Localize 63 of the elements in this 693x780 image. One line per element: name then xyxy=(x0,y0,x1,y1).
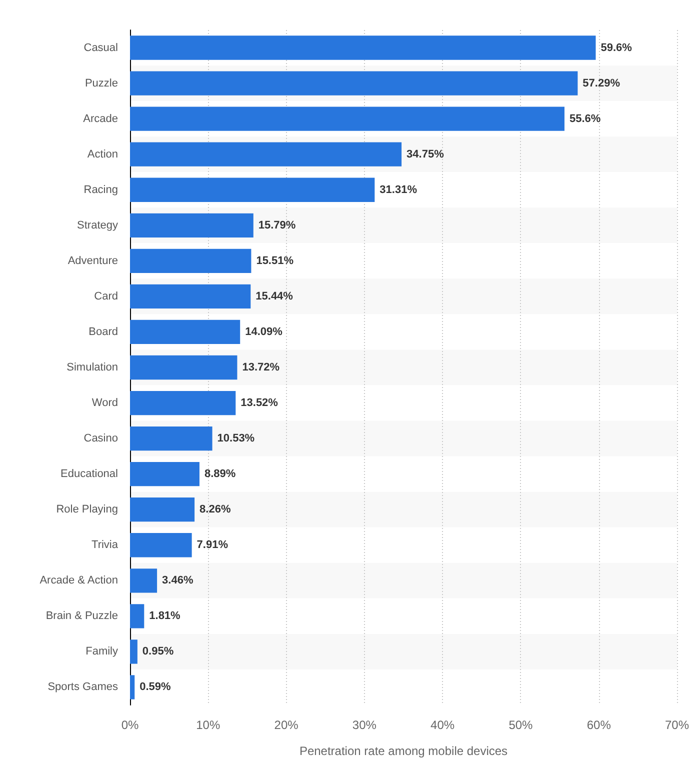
data-label: 8.26% xyxy=(200,504,231,516)
x-tick-label: 20% xyxy=(274,718,299,732)
y-tick-label: Trivia xyxy=(92,539,119,552)
x-tick-label: 40% xyxy=(430,718,455,732)
bar xyxy=(130,426,212,451)
data-label: 34.75% xyxy=(406,148,444,160)
bar xyxy=(130,568,158,593)
y-tick-label: Action xyxy=(87,148,118,160)
x-tick-label: 30% xyxy=(352,718,377,732)
bar xyxy=(130,640,138,664)
data-label: 59.6% xyxy=(600,42,632,54)
x-tick-label: 70% xyxy=(664,718,690,732)
y-tick-label: Strategy xyxy=(77,219,118,232)
data-label: 0.95% xyxy=(142,646,174,658)
bar xyxy=(130,142,402,166)
data-label: 15.44% xyxy=(256,290,294,302)
x-tick-label: 0% xyxy=(121,718,139,732)
x-axis-title: Penetration rate among mobile devices xyxy=(299,744,508,758)
bar xyxy=(130,178,375,202)
bar xyxy=(130,498,195,522)
y-tick-label: Adventure xyxy=(68,254,118,267)
y-tick-label: Puzzle xyxy=(84,77,118,90)
x-tick-label: 10% xyxy=(196,718,220,732)
bar xyxy=(130,320,240,344)
data-label: 7.91% xyxy=(196,539,228,552)
x-tick-label: 60% xyxy=(586,718,612,732)
bar xyxy=(130,533,192,558)
bar xyxy=(130,462,200,486)
y-tick-label: Role Playing xyxy=(56,504,118,516)
y-tick-label: Casual xyxy=(84,42,118,54)
y-tick-label: Board xyxy=(88,326,118,338)
data-label: 10.53% xyxy=(217,432,255,445)
x-tick-label: 50% xyxy=(508,718,534,732)
data-label: 1.81% xyxy=(149,610,181,622)
data-label: 8.89% xyxy=(204,468,236,480)
bar xyxy=(130,604,144,628)
y-tick-label: Casino xyxy=(84,432,118,445)
data-label: 13.52% xyxy=(240,397,278,410)
y-tick-label: Arcade & Action xyxy=(40,574,118,587)
data-label: 14.09% xyxy=(245,326,283,338)
data-label: 3.46% xyxy=(162,574,194,587)
data-label: 15.51% xyxy=(256,254,294,267)
bar xyxy=(130,355,238,380)
y-tick-label: Educational xyxy=(60,468,118,480)
data-label: 31.31% xyxy=(380,184,418,196)
data-label: 55.6% xyxy=(569,112,601,125)
data-label: 0.59% xyxy=(140,681,172,694)
bar xyxy=(130,390,236,416)
y-tick-label: Card xyxy=(94,290,118,302)
y-tick-label: Word xyxy=(92,397,118,410)
bar xyxy=(130,213,254,238)
y-tick-label: Family xyxy=(86,646,118,658)
bar xyxy=(130,284,251,309)
y-tick-label: Arcade xyxy=(83,112,118,125)
data-label: 13.72% xyxy=(242,362,280,374)
y-tick-label: Racing xyxy=(84,184,118,196)
data-label: 15.79% xyxy=(258,219,296,232)
y-tick-label: Brain & Puzzle xyxy=(46,610,118,622)
y-tick-label: Sports Games xyxy=(48,681,118,694)
data-label: 57.29% xyxy=(582,77,620,90)
bar xyxy=(130,248,252,273)
y-tick-label: Simulation xyxy=(66,362,118,374)
bar xyxy=(130,675,135,700)
